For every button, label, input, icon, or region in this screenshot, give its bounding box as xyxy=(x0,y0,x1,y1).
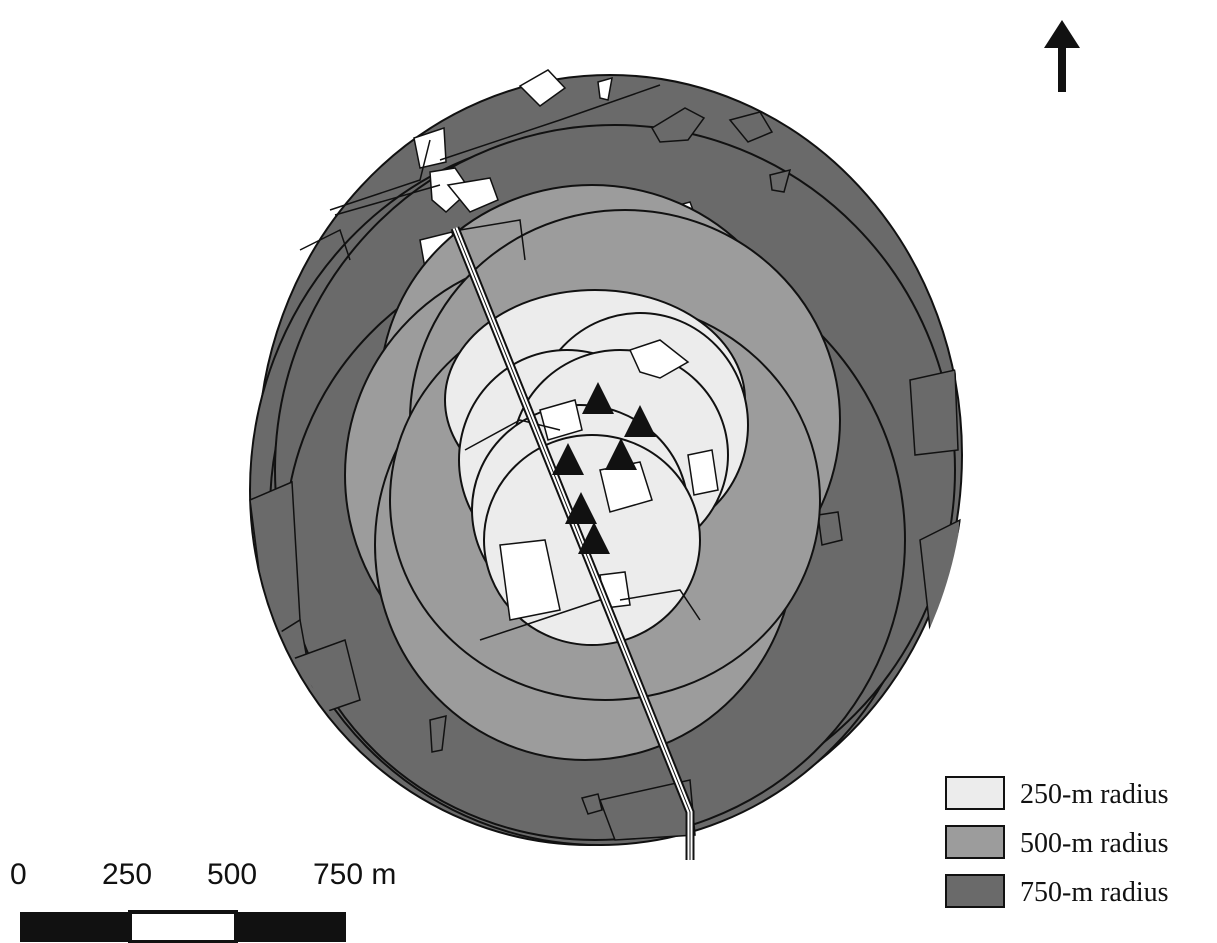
cutout xyxy=(539,399,583,441)
scale-segment-2 xyxy=(128,910,238,943)
cutout xyxy=(687,449,719,496)
site-marker xyxy=(578,522,610,554)
site-marker xyxy=(582,382,614,414)
sites xyxy=(552,382,656,554)
legend-label-750: 750-m radius xyxy=(1020,877,1169,908)
parcel-line xyxy=(299,228,351,261)
legend-label-250: 250-m radius xyxy=(1020,779,1169,810)
road-centerline xyxy=(454,227,691,860)
north-arrow-icon xyxy=(1044,20,1080,92)
site-marker xyxy=(552,443,584,475)
parcel xyxy=(581,793,603,815)
cutout xyxy=(518,69,567,107)
scale-segment-1 xyxy=(20,912,130,942)
parcel-line xyxy=(464,419,561,451)
parcel xyxy=(429,715,447,753)
road xyxy=(450,226,695,860)
scale-tick-500: 500 xyxy=(207,858,257,891)
parcel-line xyxy=(439,84,661,161)
cutout xyxy=(429,167,471,214)
scale-tick-250: 250 xyxy=(102,858,152,891)
site-marker xyxy=(624,405,656,437)
parcel xyxy=(598,779,696,841)
parcel-line xyxy=(329,139,431,211)
cutout xyxy=(413,126,447,169)
scale-segment-3 xyxy=(236,912,346,942)
cutout xyxy=(628,339,690,379)
parcel xyxy=(769,168,792,193)
legend-swatch-250 xyxy=(945,776,1005,810)
scale-bar: 0 250 500 750 m xyxy=(10,858,396,943)
parcel-line xyxy=(619,589,701,621)
legend-swatch-500 xyxy=(945,825,1005,859)
scale-tick-0: 0 xyxy=(10,858,27,891)
parcel-line xyxy=(459,219,526,261)
legend-label-500: 500-m radius xyxy=(1020,828,1169,859)
scale-tick-750: 750 m xyxy=(313,858,396,891)
cutout xyxy=(597,76,613,101)
parcel xyxy=(650,107,706,143)
parcel xyxy=(909,369,959,456)
site-marker xyxy=(605,438,637,470)
parcel xyxy=(728,111,774,143)
parcel-lines xyxy=(299,84,701,641)
cutout xyxy=(446,177,499,213)
parcel xyxy=(817,511,843,546)
north-arrow-shaft xyxy=(1058,46,1066,92)
site-marker xyxy=(565,492,597,524)
parcel-line xyxy=(479,599,601,641)
legend: 250-m radius 500-m radius 750-m radius xyxy=(945,776,1169,908)
parcel-line xyxy=(334,184,441,216)
north-arrow-head xyxy=(1044,20,1080,48)
cutout xyxy=(499,539,561,621)
legend-swatch-750 xyxy=(945,874,1005,908)
